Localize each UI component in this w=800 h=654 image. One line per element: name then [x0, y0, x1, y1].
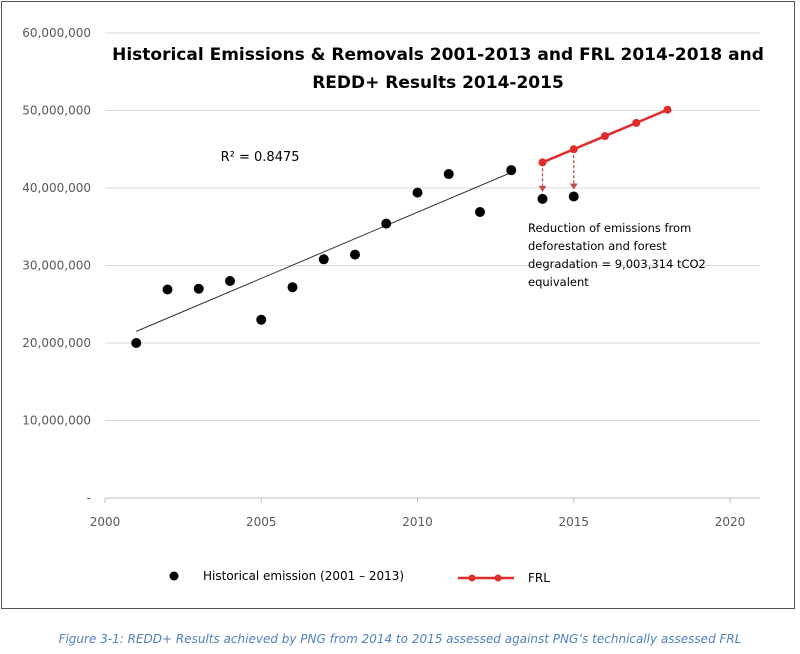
legend-frl-marker-1 — [468, 574, 476, 582]
series-1-point-4 — [663, 105, 672, 114]
reduction-arrowhead-1 — [569, 183, 578, 190]
series-0-point-1 — [162, 284, 173, 295]
annotation-line-2: deforestation and forest — [528, 239, 667, 253]
series-0-point-5 — [287, 282, 298, 293]
series-0-point-9 — [412, 187, 423, 198]
series-0-point-12 — [506, 165, 517, 176]
grid-layer — [105, 32, 760, 421]
x-tick-label-4: 2020 — [715, 515, 746, 529]
annotation-block: Reduction of emissions from deforestatio… — [528, 221, 706, 289]
legend-frl-label: FRL — [528, 571, 550, 585]
r-squared-label: R² = 0.8475 — [221, 150, 300, 165]
annotation-line-1: Reduction of emissions from — [528, 221, 691, 235]
legend-frl-marker-2 — [494, 574, 502, 582]
x-tick-label-0: 2000 — [90, 515, 121, 529]
y-tick-label-4: 40,000,000 — [22, 181, 91, 195]
axis-labels: - 10,000,000 20,000,000 30,000,000 40,000,00… — [22, 26, 745, 529]
series-0-point-11 — [475, 207, 485, 218]
legend-historical-marker — [169, 571, 179, 581]
y-tick-label-2: 20,000,000 — [22, 336, 91, 350]
series-0-point-6 — [318, 254, 329, 265]
reduction-arrowhead-0 — [538, 185, 547, 192]
y-tick-label-1: 10,000,000 — [22, 414, 91, 428]
series-2-point-0 — [537, 193, 548, 204]
y-tick-label-0: - — [87, 491, 91, 505]
arrow-layer — [538, 155, 578, 192]
figure-caption: Figure 3-1: REDD+ Results achieved by PN… — [58, 632, 742, 646]
series-1-point-2 — [601, 132, 609, 141]
legend-historical-label: Historical emission (2001 – 2013) — [203, 569, 404, 583]
series-0-point-8 — [381, 218, 392, 229]
series-0-point-7 — [350, 249, 360, 260]
x-tick-label-3: 2015 — [558, 515, 589, 529]
series-1-point-0 — [538, 158, 547, 167]
series-2-point-1 — [568, 191, 579, 202]
series-0-point-3 — [225, 276, 235, 286]
series-0-point-4 — [256, 314, 267, 325]
series-1-point-3 — [632, 118, 641, 127]
annotation-line-3: degradation = 9,003,314 tCO2 — [528, 257, 706, 271]
chart-title-line-1: Historical Emissions & Removals 2001-201… — [112, 45, 764, 65]
legend: Historical emission (2001 – 2013) FRL — [169, 569, 550, 585]
chart-title-line-2: REDD+ Results 2014-2015 — [312, 73, 564, 93]
series-0-point-0 — [131, 338, 142, 348]
y-tick-label-6: 60,000,000 — [22, 26, 91, 40]
x-tick-label-1: 2005 — [246, 515, 277, 529]
x-tick-label-2: 2010 — [402, 515, 433, 529]
series-0-point-10 — [443, 169, 454, 180]
chart-frame — [1, 1, 795, 609]
annotation-line-4: equivalent — [528, 275, 589, 289]
y-tick-label-3: 30,000,000 — [22, 259, 91, 273]
series-layer — [131, 105, 672, 348]
series-0-point-2 — [193, 283, 204, 294]
y-tick-label-5: 50,000,000 — [22, 104, 91, 118]
trendline — [136, 172, 512, 332]
trend-layer: R² = 0.8475 — [136, 150, 512, 332]
series-1-point-1 — [569, 145, 578, 154]
